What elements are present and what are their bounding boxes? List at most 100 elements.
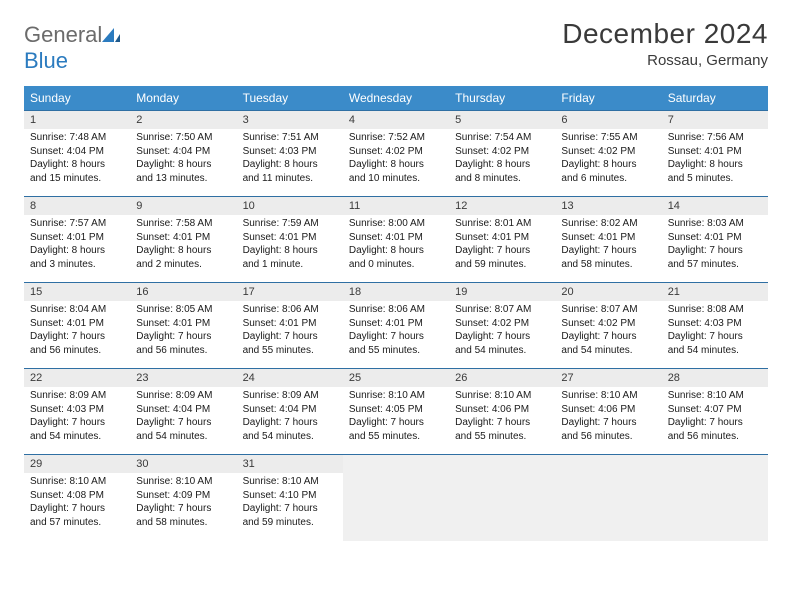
- day-number: 11: [343, 197, 449, 215]
- day-d1: Daylight: 7 hours: [243, 502, 337, 516]
- day-d1: Daylight: 8 hours: [455, 158, 549, 172]
- calendar-cell: 16Sunrise: 8:05 AMSunset: 4:01 PMDayligh…: [130, 283, 236, 369]
- day-number: 15: [24, 283, 130, 301]
- day-info: Sunrise: 8:10 AMSunset: 4:09 PMDaylight:…: [130, 473, 236, 535]
- day-d2: and 56 minutes.: [30, 344, 124, 358]
- day-info: Sunrise: 7:57 AMSunset: 4:01 PMDaylight:…: [24, 215, 130, 277]
- day-d1: Daylight: 7 hours: [668, 330, 762, 344]
- logo-text-1: General: [24, 22, 102, 47]
- day-number: 1: [24, 111, 130, 129]
- weekday-sunday: Sunday: [24, 86, 130, 111]
- day-sr: Sunrise: 7:50 AM: [136, 131, 230, 145]
- calendar-row: 8Sunrise: 7:57 AMSunset: 4:01 PMDaylight…: [24, 197, 768, 283]
- page-title: December 2024: [562, 18, 768, 50]
- calendar-cell: 23Sunrise: 8:09 AMSunset: 4:04 PMDayligh…: [130, 369, 236, 455]
- calendar-cell: 19Sunrise: 8:07 AMSunset: 4:02 PMDayligh…: [449, 283, 555, 369]
- day-d1: Daylight: 7 hours: [349, 416, 443, 430]
- weekday-monday: Monday: [130, 86, 236, 111]
- day-info: Sunrise: 8:07 AMSunset: 4:02 PMDaylight:…: [555, 301, 661, 363]
- calendar-cell: 2Sunrise: 7:50 AMSunset: 4:04 PMDaylight…: [130, 111, 236, 197]
- calendar-cell: 24Sunrise: 8:09 AMSunset: 4:04 PMDayligh…: [237, 369, 343, 455]
- weekday-wednesday: Wednesday: [343, 86, 449, 111]
- day-ss: Sunset: 4:01 PM: [668, 231, 762, 245]
- calendar-cell-empty: [449, 455, 555, 541]
- day-sr: Sunrise: 8:04 AM: [30, 303, 124, 317]
- day-ss: Sunset: 4:02 PM: [561, 317, 655, 331]
- day-info: Sunrise: 7:56 AMSunset: 4:01 PMDaylight:…: [662, 129, 768, 191]
- title-block: December 2024 Rossau, Germany: [562, 18, 768, 69]
- day-number: 20: [555, 283, 661, 301]
- day-d2: and 54 minutes.: [136, 430, 230, 444]
- day-info: Sunrise: 8:10 AMSunset: 4:06 PMDaylight:…: [449, 387, 555, 449]
- day-d2: and 56 minutes.: [136, 344, 230, 358]
- day-info: Sunrise: 8:02 AMSunset: 4:01 PMDaylight:…: [555, 215, 661, 277]
- day-number: 4: [343, 111, 449, 129]
- day-sr: Sunrise: 7:48 AM: [30, 131, 124, 145]
- day-d1: Daylight: 7 hours: [561, 330, 655, 344]
- day-number: 17: [237, 283, 343, 301]
- day-sr: Sunrise: 8:09 AM: [243, 389, 337, 403]
- calendar-cell: 15Sunrise: 8:04 AMSunset: 4:01 PMDayligh…: [24, 283, 130, 369]
- day-number: 25: [343, 369, 449, 387]
- day-ss: Sunset: 4:02 PM: [455, 317, 549, 331]
- day-d1: Daylight: 7 hours: [455, 244, 549, 258]
- calendar-cell: 17Sunrise: 8:06 AMSunset: 4:01 PMDayligh…: [237, 283, 343, 369]
- day-d1: Daylight: 8 hours: [30, 244, 124, 258]
- weekday-saturday: Saturday: [662, 86, 768, 111]
- day-d1: Daylight: 8 hours: [668, 158, 762, 172]
- day-d2: and 54 minutes.: [668, 344, 762, 358]
- day-d1: Daylight: 8 hours: [243, 158, 337, 172]
- day-sr: Sunrise: 8:10 AM: [30, 475, 124, 489]
- day-number: 13: [555, 197, 661, 215]
- day-ss: Sunset: 4:04 PM: [136, 145, 230, 159]
- day-d2: and 57 minutes.: [668, 258, 762, 272]
- day-number: 19: [449, 283, 555, 301]
- day-info: Sunrise: 8:06 AMSunset: 4:01 PMDaylight:…: [237, 301, 343, 363]
- day-info: Sunrise: 7:50 AMSunset: 4:04 PMDaylight:…: [130, 129, 236, 191]
- day-ss: Sunset: 4:01 PM: [243, 317, 337, 331]
- day-ss: Sunset: 4:03 PM: [243, 145, 337, 159]
- day-ss: Sunset: 4:01 PM: [30, 317, 124, 331]
- calendar-cell: 8Sunrise: 7:57 AMSunset: 4:01 PMDaylight…: [24, 197, 130, 283]
- day-number: 2: [130, 111, 236, 129]
- day-ss: Sunset: 4:04 PM: [243, 403, 337, 417]
- calendar-row: 1Sunrise: 7:48 AMSunset: 4:04 PMDaylight…: [24, 111, 768, 197]
- day-ss: Sunset: 4:01 PM: [136, 317, 230, 331]
- day-info: Sunrise: 8:00 AMSunset: 4:01 PMDaylight:…: [343, 215, 449, 277]
- day-number: 21: [662, 283, 768, 301]
- day-ss: Sunset: 4:02 PM: [455, 145, 549, 159]
- day-sr: Sunrise: 8:06 AM: [349, 303, 443, 317]
- day-info: Sunrise: 8:09 AMSunset: 4:04 PMDaylight:…: [130, 387, 236, 449]
- day-info: Sunrise: 7:51 AMSunset: 4:03 PMDaylight:…: [237, 129, 343, 191]
- day-ss: Sunset: 4:01 PM: [455, 231, 549, 245]
- day-d2: and 56 minutes.: [561, 430, 655, 444]
- day-sr: Sunrise: 8:03 AM: [668, 217, 762, 231]
- day-number: 6: [555, 111, 661, 129]
- day-number: 28: [662, 369, 768, 387]
- day-number: 16: [130, 283, 236, 301]
- day-sr: Sunrise: 8:10 AM: [349, 389, 443, 403]
- day-sr: Sunrise: 7:57 AM: [30, 217, 124, 231]
- day-info: Sunrise: 8:10 AMSunset: 4:10 PMDaylight:…: [237, 473, 343, 535]
- day-ss: Sunset: 4:09 PM: [136, 489, 230, 503]
- calendar-cell: 29Sunrise: 8:10 AMSunset: 4:08 PMDayligh…: [24, 455, 130, 541]
- day-d1: Daylight: 8 hours: [136, 158, 230, 172]
- day-info: Sunrise: 8:04 AMSunset: 4:01 PMDaylight:…: [24, 301, 130, 363]
- weekday-header-row: Sunday Monday Tuesday Wednesday Thursday…: [24, 86, 768, 111]
- logo: General Blue: [24, 18, 120, 74]
- day-d1: Daylight: 7 hours: [561, 416, 655, 430]
- day-ss: Sunset: 4:01 PM: [561, 231, 655, 245]
- weekday-friday: Friday: [555, 86, 661, 111]
- day-info: Sunrise: 7:58 AMSunset: 4:01 PMDaylight:…: [130, 215, 236, 277]
- day-number: 30: [130, 455, 236, 473]
- calendar-cell: 14Sunrise: 8:03 AMSunset: 4:01 PMDayligh…: [662, 197, 768, 283]
- day-d2: and 56 minutes.: [668, 430, 762, 444]
- calendar-table: Sunday Monday Tuesday Wednesday Thursday…: [24, 86, 768, 541]
- day-d1: Daylight: 7 hours: [30, 330, 124, 344]
- calendar-row: 15Sunrise: 8:04 AMSunset: 4:01 PMDayligh…: [24, 283, 768, 369]
- day-info: Sunrise: 8:01 AMSunset: 4:01 PMDaylight:…: [449, 215, 555, 277]
- day-info: Sunrise: 8:10 AMSunset: 4:05 PMDaylight:…: [343, 387, 449, 449]
- day-d2: and 5 minutes.: [668, 172, 762, 186]
- day-info: Sunrise: 8:09 AMSunset: 4:03 PMDaylight:…: [24, 387, 130, 449]
- calendar-cell: 9Sunrise: 7:58 AMSunset: 4:01 PMDaylight…: [130, 197, 236, 283]
